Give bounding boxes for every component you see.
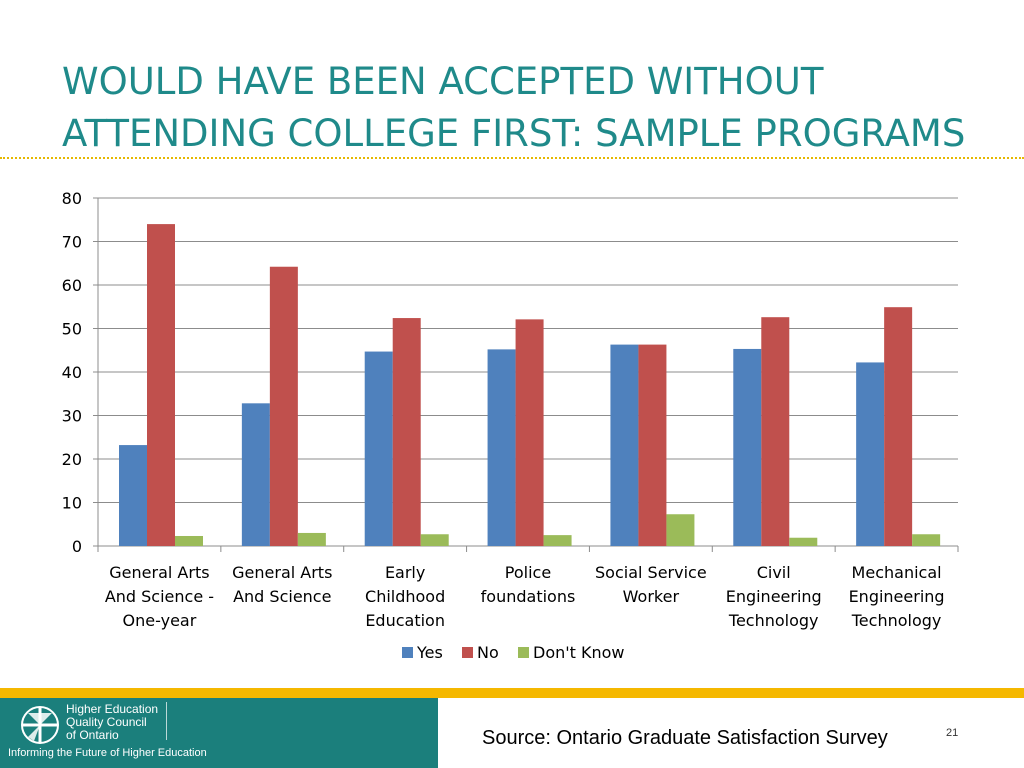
legend-label: No bbox=[477, 643, 499, 662]
x-tick-label: foundations bbox=[481, 587, 576, 606]
bar-don-t-know bbox=[420, 534, 449, 546]
x-tick-label: Engineering bbox=[849, 587, 945, 606]
bar-no bbox=[147, 224, 175, 546]
x-tick-label: Social Service bbox=[595, 563, 707, 582]
y-tick-label: 0 bbox=[72, 537, 82, 556]
y-tick-label: 20 bbox=[62, 450, 82, 469]
bar-no bbox=[515, 319, 544, 546]
bar-yes bbox=[119, 445, 147, 546]
legend-swatch bbox=[462, 647, 473, 658]
bar-no bbox=[884, 307, 913, 546]
bar-don-t-know bbox=[297, 532, 326, 546]
bar-yes bbox=[856, 362, 885, 546]
x-tick-label: Engineering bbox=[726, 587, 822, 606]
legend-swatch bbox=[518, 647, 529, 658]
x-tick-label: Education bbox=[365, 611, 445, 630]
title-line-2: ATTENDING COLLEGE FIRST: SAMPLE PROGRAMS bbox=[62, 112, 966, 155]
logo-line: of Ontario bbox=[66, 728, 119, 742]
x-tick-label: Police bbox=[505, 563, 551, 582]
x-tick-label: Technology bbox=[851, 611, 942, 630]
bar-no bbox=[269, 266, 298, 546]
y-tick-label: 50 bbox=[62, 320, 82, 339]
legend-swatch bbox=[402, 647, 413, 658]
x-tick-label: Technology bbox=[728, 611, 819, 630]
x-tick-label: General Arts bbox=[232, 563, 332, 582]
source-note: Source: Ontario Graduate Satisfaction Su… bbox=[482, 727, 888, 749]
slide-number: 21 bbox=[946, 727, 959, 739]
bar-no bbox=[392, 318, 421, 546]
x-tick-label: Early bbox=[385, 563, 425, 582]
bar-no bbox=[638, 344, 667, 546]
x-tick-label: Mechanical bbox=[852, 563, 942, 582]
y-tick-label: 60 bbox=[62, 276, 82, 295]
title-divider bbox=[0, 157, 1024, 159]
legend-label: Don't Know bbox=[533, 643, 625, 662]
x-tick-label: And Science - bbox=[105, 587, 214, 606]
bar-yes bbox=[487, 349, 516, 546]
bar-yes bbox=[241, 403, 270, 546]
x-tick-label: And Science bbox=[233, 587, 331, 606]
footer-logo-panel: Higher Education Quality Council of Onta… bbox=[0, 698, 438, 768]
footer-gold-band bbox=[0, 688, 1024, 698]
bar-don-t-know bbox=[666, 514, 695, 546]
x-tick-label: General Arts bbox=[109, 563, 209, 582]
logo-wordmark: Higher Education Quality Council of Onta… bbox=[66, 703, 176, 742]
bar-chart: 0 10 20 30 40 50 60 70 80 General Arts And Science… bbox=[62, 189, 959, 662]
heqco-logo-icon bbox=[21, 706, 59, 744]
legend-label: Yes bbox=[416, 643, 443, 662]
bar-don-t-know bbox=[175, 535, 203, 546]
logo-tagline: Informing the Future of Higher Education bbox=[8, 747, 207, 759]
bar-yes bbox=[610, 344, 639, 546]
y-tick-label: 40 bbox=[62, 363, 82, 382]
logo-line: Quality Council bbox=[66, 715, 147, 729]
x-tick-label: One-year bbox=[123, 611, 197, 630]
title-line-1: WOULD HAVE BEEN ACCEPTED WITHOUT bbox=[62, 60, 824, 103]
y-tick-label: 10 bbox=[62, 494, 82, 513]
bar-yes bbox=[733, 348, 762, 546]
bar-yes bbox=[364, 351, 393, 546]
bar-don-t-know bbox=[789, 537, 818, 546]
x-tick-label: Worker bbox=[623, 587, 680, 606]
x-tick-label: Childhood bbox=[365, 587, 445, 606]
bar-don-t-know bbox=[543, 535, 572, 546]
logo-divider bbox=[166, 702, 167, 740]
logo-line: Higher Education bbox=[66, 702, 159, 716]
y-tick-label: 30 bbox=[62, 407, 82, 426]
y-tick-label: 80 bbox=[62, 189, 82, 208]
slide-title: WOULD HAVE BEEN ACCEPTED WITHOUT ATTENDI… bbox=[62, 56, 1002, 160]
y-tick-label: 70 bbox=[62, 233, 82, 252]
bar-don-t-know bbox=[912, 534, 941, 546]
bar-no bbox=[761, 317, 790, 546]
x-tick-label: Civil bbox=[757, 563, 791, 582]
